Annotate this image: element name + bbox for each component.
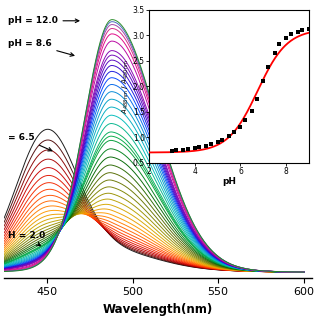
Text: pH = 8.6: pH = 8.6 xyxy=(8,38,74,56)
X-axis label: Wavelength(nm): Wavelength(nm) xyxy=(103,303,213,316)
Text: pH = 12.0: pH = 12.0 xyxy=(8,16,79,25)
Text: H = 2.0: H = 2.0 xyxy=(8,231,45,246)
Text: = 6.5: = 6.5 xyxy=(8,132,52,151)
